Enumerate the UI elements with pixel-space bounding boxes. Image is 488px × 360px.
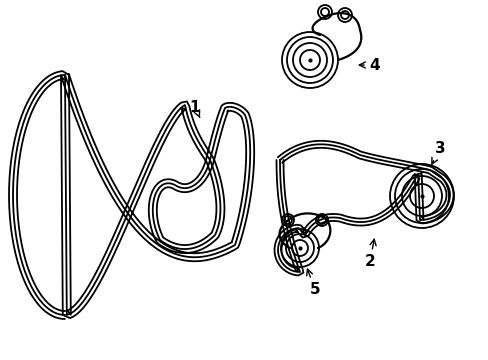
Text: 5: 5 [306, 269, 320, 297]
Text: 1: 1 [189, 99, 200, 117]
Text: 2: 2 [364, 239, 375, 270]
Text: 4: 4 [359, 58, 380, 72]
Text: 3: 3 [431, 140, 445, 164]
